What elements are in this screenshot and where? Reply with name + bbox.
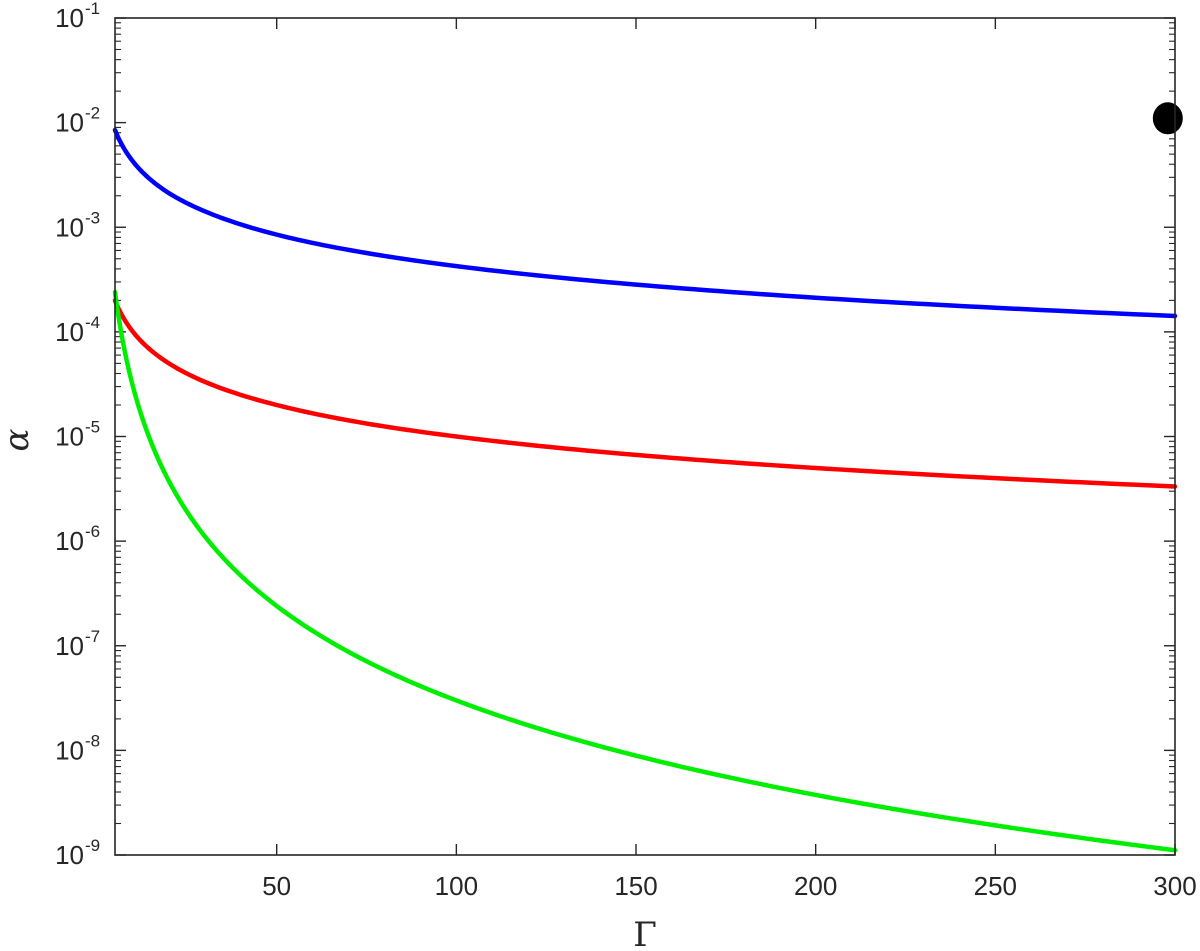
y-tick-exponent: -8 <box>85 731 100 750</box>
y-tick-exponent: -1 <box>85 0 100 18</box>
x-tick-label: 200 <box>794 871 837 901</box>
y-tick-label: 10 <box>55 735 84 765</box>
series-line-1 <box>112 127 1178 319</box>
y-tick-label: 10 <box>55 840 84 870</box>
x-tick-label: 50 <box>262 871 291 901</box>
y-axis-label: α <box>0 428 37 451</box>
x-tick-labels: 50 100 150 200 250 300 <box>262 871 1196 901</box>
y-tick-label: 10 <box>55 212 84 242</box>
y-tick-labels: 10-910-810-710-610-510-410-310-210-1 <box>55 0 100 870</box>
data-marker-dot <box>1152 102 1183 135</box>
y-tick-exponent: -2 <box>85 104 100 123</box>
x-axis-label: Γ <box>633 915 657 951</box>
plot-area-border <box>114 17 1176 856</box>
series-line-3 <box>112 289 1178 853</box>
y-tick-exponent: -4 <box>85 313 100 332</box>
markers <box>1152 102 1183 135</box>
x-tick-label: 250 <box>974 871 1017 901</box>
y-tick-exponent: -5 <box>85 418 100 437</box>
series-line-2 <box>112 298 1178 489</box>
y-tick-label: 10 <box>55 422 84 452</box>
y-tick-exponent: -3 <box>85 208 100 227</box>
x-tick-label: 300 <box>1153 871 1196 901</box>
x-tick-label: 150 <box>614 871 657 901</box>
y-tick-label: 10 <box>55 317 84 347</box>
y-tick-exponent: -6 <box>85 522 100 541</box>
y-tick-label: 10 <box>55 526 84 556</box>
x-tick-label: 100 <box>435 871 478 901</box>
y-tick-label: 10 <box>55 631 84 661</box>
y-tick-label: 10 <box>55 3 84 33</box>
y-tick-exponent: -7 <box>85 627 100 646</box>
series-lines <box>112 127 1178 853</box>
y-tick-exponent: -9 <box>85 836 100 855</box>
y-tick-label: 10 <box>55 108 84 138</box>
axis-ticks <box>115 17 1176 856</box>
